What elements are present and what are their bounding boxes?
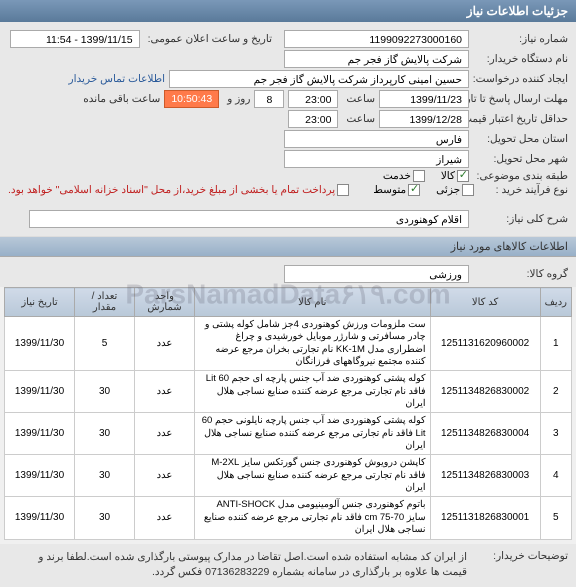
buyer-label: نام دستگاه خریدار: (473, 53, 568, 65)
items-section-title: اطلاعات کالاهای مورد نیاز (451, 241, 568, 253)
items-table: ردیف کد کالا نام کالا واحد شمارش تعداد /… (4, 287, 572, 540)
group-field: ورزشی (284, 265, 469, 283)
cell-qty: 5 (75, 317, 135, 371)
items-section-header: اطلاعات کالاهای مورد نیاز (0, 236, 576, 257)
valid-label: حداقل تاریخ اعتبار قیمت: تا تاریخ: (473, 113, 568, 125)
note-label: توضیحات خریدار: (473, 550, 568, 582)
cell-date: 1399/11/30 (5, 317, 75, 371)
cell-date: 1399/11/30 (5, 371, 75, 413)
req-no-field: 1199092273000160 (284, 30, 469, 48)
check-icon (457, 170, 469, 182)
remain-label: ساعت باقی مانده (79, 93, 160, 105)
payment-checkbox[interactable]: پرداخت تمام یا بخشی از مبلغ خرید،از محل … (8, 184, 349, 196)
days-field: 8 (254, 90, 284, 108)
cell-idx: 3 (540, 413, 571, 455)
col-unit: واحد شمارش (135, 288, 195, 317)
small-checkbox[interactable]: جزئی (436, 184, 474, 196)
check-icon (462, 184, 474, 196)
cell-unit: عدد (135, 455, 195, 497)
cell-name: باتوم کوهنوردی جنس آلومینیومی مدل ANTI-S… (195, 497, 431, 539)
check-icon (337, 184, 349, 196)
creator-field: حسین امینی کارپرداز شرکت پالایش گاز فجر … (169, 70, 469, 88)
cell-name: ست ملزومات ورزش کوهنوردی 4جز شامل کوله پ… (195, 317, 431, 371)
valid-time-field: 23:00 (288, 110, 338, 128)
deadline-time-field: 23:00 (288, 90, 338, 108)
table-row[interactable]: 31251134826830004کوله پشتی کوهنوردی ضد آ… (5, 413, 572, 455)
desc-label: شرح کلی نیاز: (473, 213, 568, 225)
deadline-date-field: 1399/11/23 (379, 90, 469, 108)
page-title: جزئیات اطلاعات نیاز (467, 4, 568, 18)
service-checkbox[interactable]: خدمت (383, 170, 425, 182)
cell-qty: 30 (75, 413, 135, 455)
creator-label: ایجاد کننده درخواست: (473, 73, 568, 85)
days-label: روز و (223, 93, 250, 105)
cell-date: 1399/11/30 (5, 497, 75, 539)
req-no-label: شماره نیاز: (473, 33, 568, 45)
table-row[interactable]: 11251131620960002ست ملزومات ورزش کوهنورد… (5, 317, 572, 371)
check-icon (408, 184, 420, 196)
cell-code: 1251131826830001 (430, 497, 540, 539)
col-idx: ردیف (540, 288, 571, 317)
cell-date: 1399/11/30 (5, 455, 75, 497)
cell-code: 1251131620960002 (430, 317, 540, 371)
cell-code: 1251134826830004 (430, 413, 540, 455)
desc-field: اقلام کوهنوردی (29, 210, 469, 228)
cell-idx: 4 (540, 455, 571, 497)
goods-checkbox[interactable]: کالا (441, 170, 469, 182)
contact-link[interactable]: اطلاعات تماس خریدار (69, 73, 165, 85)
cell-unit: عدد (135, 497, 195, 539)
col-code: کد کالا (430, 288, 540, 317)
cell-code: 1251134826830002 (430, 371, 540, 413)
main-form: شماره نیاز: 1199092273000160 تاریخ و ساع… (0, 22, 576, 236)
remaining-time: 10:50:43 (164, 90, 219, 108)
col-date: تاریخ نیاز (5, 288, 75, 317)
group-label: گروه کالا: (473, 268, 568, 280)
medium-checkbox[interactable]: متوسط (373, 184, 420, 196)
cell-qty: 30 (75, 455, 135, 497)
cell-name: کاپشن درویوش کوهنوردی جنس گورتکس سایز M-… (195, 455, 431, 497)
budget-label: طبقه بندی موضوعی: (473, 170, 568, 182)
table-row[interactable]: 41251134826830003کاپشن درویوش کوهنوردی ج… (5, 455, 572, 497)
cell-unit: عدد (135, 317, 195, 371)
cell-name: کوله پشتی کوهنوردی ضد آب جنس پارچه ای حج… (195, 371, 431, 413)
cell-idx: 1 (540, 317, 571, 371)
check-icon (413, 170, 425, 182)
city-label: شهر محل تحویل: (473, 153, 568, 165)
table-row[interactable]: 51251131826830001باتوم کوهنوردی جنس آلوم… (5, 497, 572, 539)
cell-unit: عدد (135, 413, 195, 455)
cell-date: 1399/11/30 (5, 413, 75, 455)
buyer-note: از ایران کد مشابه استفاده شده است.اصل تق… (8, 550, 467, 582)
time-label-1: ساعت (342, 93, 375, 105)
table-row[interactable]: 21251134826830002کوله پشتی کوهنوردی ضد آ… (5, 371, 572, 413)
announce-field: 1399/11/15 - 11:54 (10, 30, 140, 48)
province-field: فارس (284, 130, 469, 148)
buyer-field: شرکت پالایش گاز فجر جم (284, 50, 469, 68)
province-label: استان محل تحویل: (473, 133, 568, 145)
city-field: شیراز (284, 150, 469, 168)
cell-code: 1251134826830003 (430, 455, 540, 497)
cell-idx: 2 (540, 371, 571, 413)
announce-label: تاریخ و ساعت اعلان عمومی: (144, 33, 272, 45)
cell-qty: 30 (75, 497, 135, 539)
page-header: جزئیات اطلاعات نیاز (0, 0, 576, 22)
col-qty: تعداد / مقدار (75, 288, 135, 317)
cell-unit: عدد (135, 371, 195, 413)
col-name: نام کالا (195, 288, 431, 317)
cell-name: کوله پشتی کوهنوردی ضد آب جنس پارچه نایلو… (195, 413, 431, 455)
valid-date-field: 1399/12/28 (379, 110, 469, 128)
time-label-2: ساعت (342, 113, 375, 125)
deadline-label: مهلت ارسال پاسخ تا تاریخ: (473, 93, 568, 105)
purchase-label: نوع فرآیند خرید : (478, 184, 568, 196)
table-header-row: ردیف کد کالا نام کالا واحد شمارش تعداد /… (5, 288, 572, 317)
cell-qty: 30 (75, 371, 135, 413)
cell-idx: 5 (540, 497, 571, 539)
